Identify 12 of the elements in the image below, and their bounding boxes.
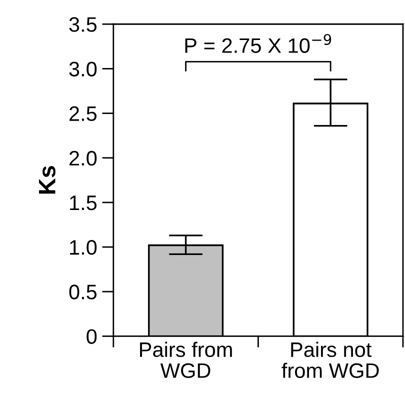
y-tick-label: 1.5 bbox=[70, 196, 97, 210]
x-tick-label: Pairs from WGD bbox=[140, 342, 232, 378]
y-tick-label: 0.5 bbox=[69, 284, 97, 300]
y-tick-label: 2.5 bbox=[70, 106, 97, 122]
y-tick-label: 3.5 bbox=[69, 17, 97, 32]
y-axis-title: Ks bbox=[38, 166, 56, 194]
y-tick-label: 0 bbox=[86, 329, 97, 344]
x-tick-label: Pairs not from WGD bbox=[282, 342, 379, 378]
annotation: P = 2.75 X 10$^{−9}$ bbox=[185, 34, 332, 53]
y-tick-label: 1.0 bbox=[70, 240, 97, 255]
y-tick-label: 2.0 bbox=[70, 150, 97, 166]
y-tick-label: 3.0 bbox=[69, 62, 97, 76]
